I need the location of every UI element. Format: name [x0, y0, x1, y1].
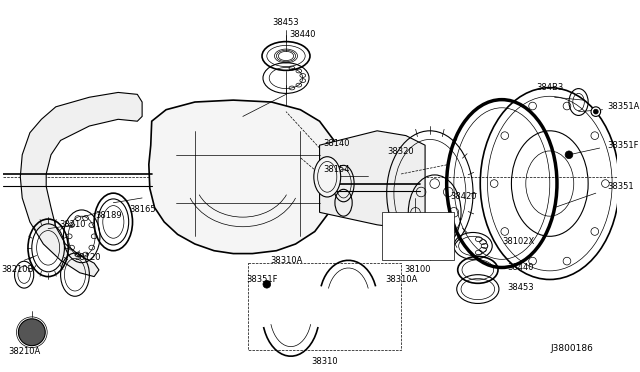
Text: 38189: 38189: [95, 211, 122, 220]
Polygon shape: [319, 131, 425, 229]
Text: 38310: 38310: [311, 356, 338, 366]
Text: 38165: 38165: [129, 205, 156, 214]
Circle shape: [591, 107, 600, 116]
Text: 38420: 38420: [450, 192, 477, 201]
FancyBboxPatch shape: [382, 212, 454, 260]
Text: 38154: 38154: [324, 165, 350, 174]
Text: 38210B: 38210B: [1, 265, 34, 275]
Circle shape: [19, 319, 45, 346]
Polygon shape: [20, 92, 142, 277]
Text: 38453: 38453: [508, 283, 534, 292]
Text: 38210: 38210: [59, 220, 85, 229]
Text: 38351F: 38351F: [607, 141, 639, 150]
Text: 38440: 38440: [289, 31, 316, 39]
Circle shape: [593, 109, 598, 114]
Text: 38320: 38320: [388, 147, 415, 156]
Circle shape: [263, 280, 271, 288]
Text: 38210A: 38210A: [8, 347, 40, 356]
Text: 38351A: 38351A: [607, 102, 640, 111]
Ellipse shape: [314, 157, 340, 197]
Text: 38310A: 38310A: [385, 275, 417, 284]
Text: 38310A: 38310A: [270, 256, 302, 265]
Text: J3800186: J3800186: [550, 344, 593, 353]
Text: 38120: 38120: [74, 253, 100, 262]
Text: 38440: 38440: [508, 263, 534, 272]
Text: 38351: 38351: [607, 182, 634, 191]
Text: 38351F: 38351F: [246, 275, 278, 284]
FancyBboxPatch shape: [248, 263, 401, 350]
Polygon shape: [149, 100, 339, 254]
Text: 384B3: 384B3: [536, 83, 563, 92]
Circle shape: [565, 151, 573, 158]
Text: 38100: 38100: [404, 265, 431, 275]
Text: 38140: 38140: [324, 139, 350, 148]
Text: 38102X: 38102X: [502, 237, 534, 246]
Text: 38453: 38453: [273, 18, 300, 27]
